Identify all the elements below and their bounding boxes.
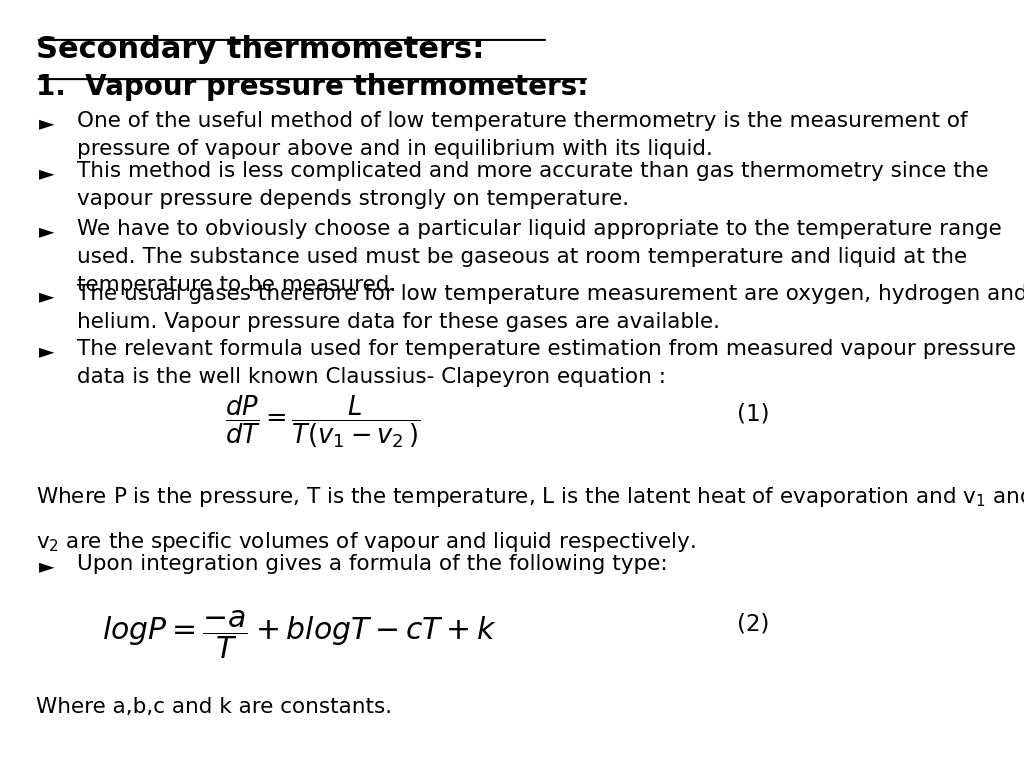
Text: This method is less complicated and more accurate than gas thermometry since the: This method is less complicated and more… — [77, 161, 988, 209]
Text: Where P is the pressure, T is the temperature, L is the latent heat of evaporati: Where P is the pressure, T is the temper… — [36, 485, 1024, 509]
Text: We have to obviously choose a particular liquid appropriate to the temperature r: We have to obviously choose a particular… — [77, 219, 1001, 295]
Text: Secondary thermometers:: Secondary thermometers: — [36, 35, 484, 64]
Text: $\dfrac{dP}{dT}=\dfrac{L}{T(v_1-v_2\,)}$: $\dfrac{dP}{dT}=\dfrac{L}{T(v_1-v_2\,)}$ — [225, 393, 421, 450]
Text: (1): (1) — [737, 402, 770, 425]
Text: ►: ► — [39, 114, 54, 134]
Text: The usual gases therefore for low temperature measurement are oxygen, hydrogen a: The usual gases therefore for low temper… — [77, 284, 1024, 332]
Text: One of the useful method of low temperature thermometry is the measurement of
pr: One of the useful method of low temperat… — [77, 111, 968, 160]
Text: ►: ► — [39, 164, 54, 184]
Text: Where a,b,c and k are constants.: Where a,b,c and k are constants. — [36, 697, 392, 717]
Text: ►: ► — [39, 343, 54, 362]
Text: $logP = \dfrac{-a}{T} + blogT - cT + k$: $logP = \dfrac{-a}{T} + blogT - cT + k$ — [102, 608, 498, 660]
Text: (2): (2) — [737, 612, 770, 635]
Text: 1.  Vapour pressure thermometers:: 1. Vapour pressure thermometers: — [36, 73, 588, 101]
Text: ►: ► — [39, 287, 54, 306]
Text: v$_2$ are the specific volumes of vapour and liquid respectively.: v$_2$ are the specific volumes of vapour… — [36, 530, 695, 554]
Text: Upon integration gives a formula of the following type:: Upon integration gives a formula of the … — [77, 554, 668, 574]
Text: ►: ► — [39, 558, 54, 577]
Text: ►: ► — [39, 222, 54, 241]
Text: The relevant formula used for temperature estimation from measured vapour pressu: The relevant formula used for temperatur… — [77, 339, 1016, 387]
